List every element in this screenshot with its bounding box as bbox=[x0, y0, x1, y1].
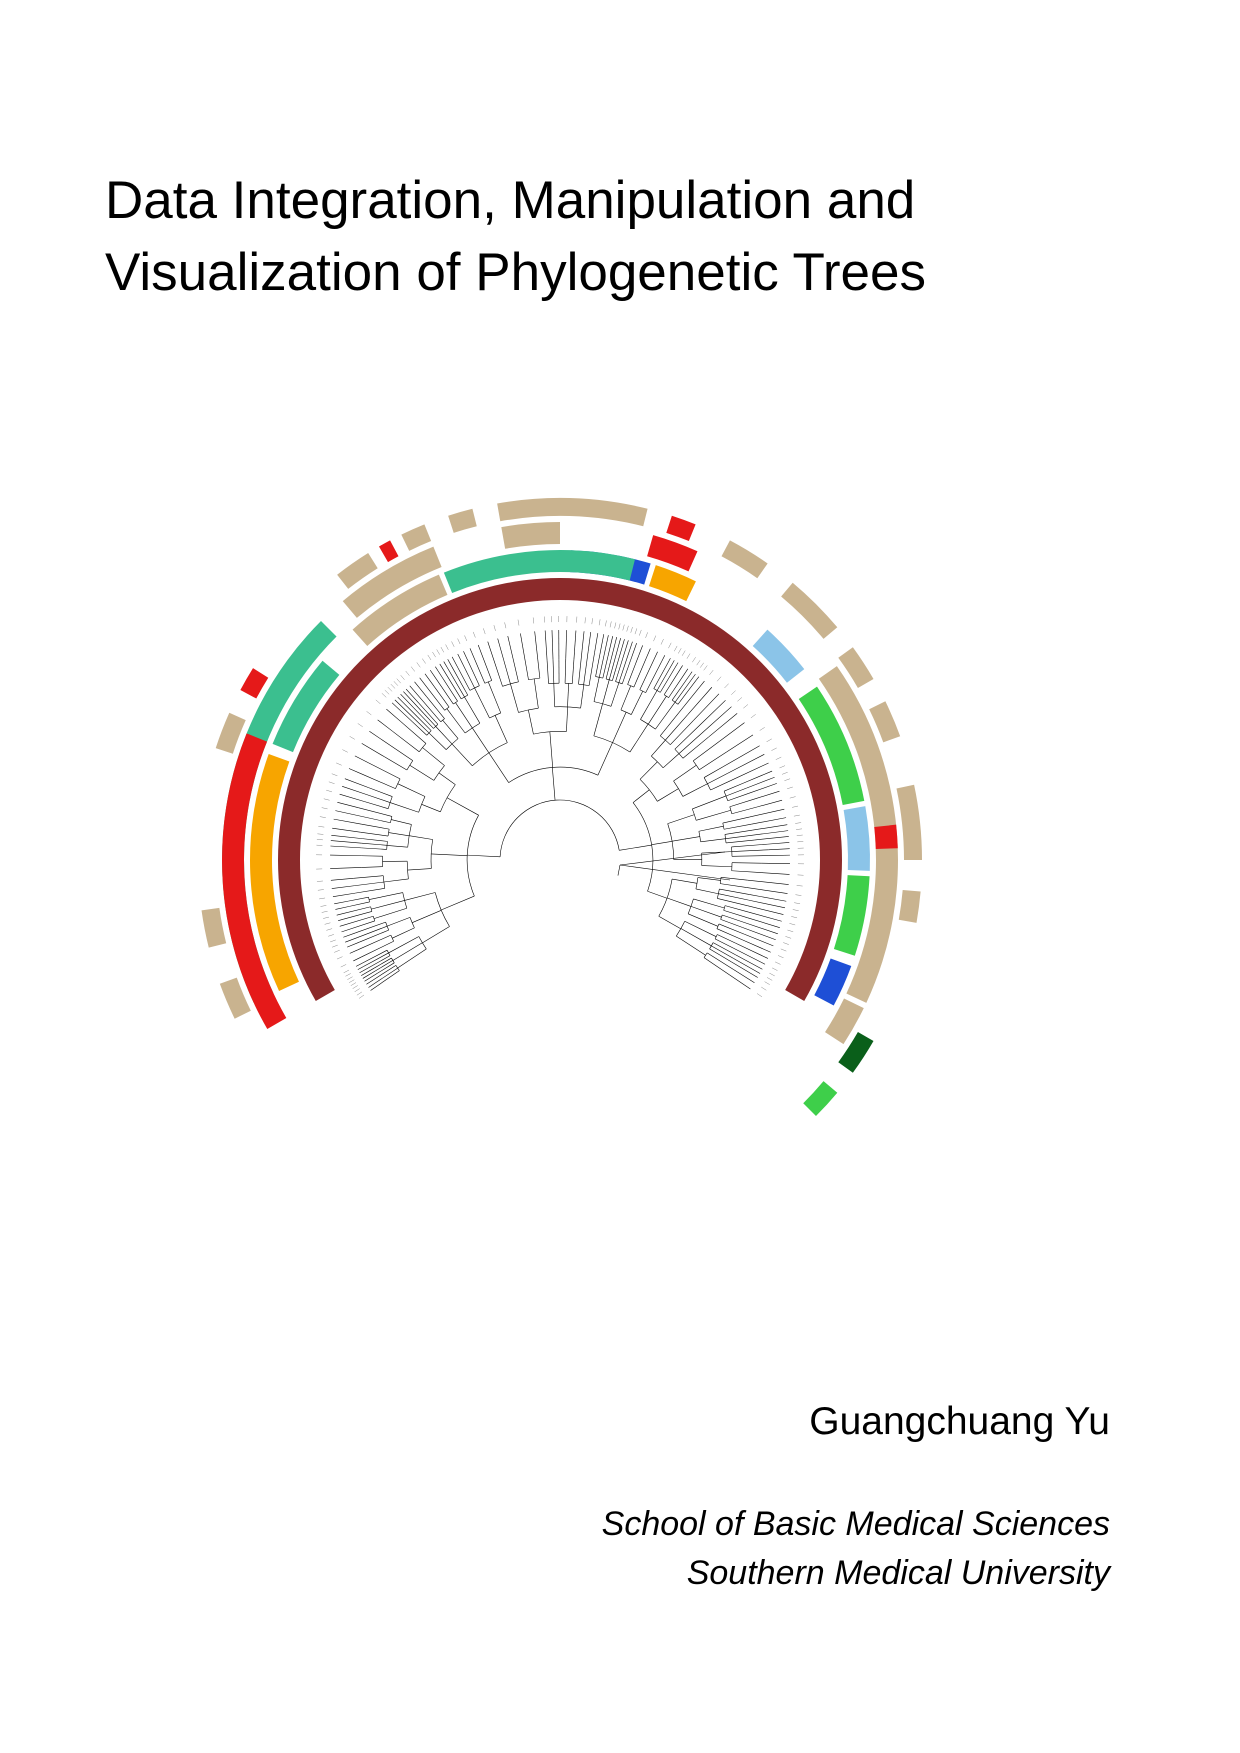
affiliation-line-2: Southern Medical University bbox=[602, 1549, 1110, 1598]
page-title: Data Integration, Manipulation and Visua… bbox=[105, 165, 1150, 308]
author-name: Guangchuang Yu bbox=[809, 1400, 1110, 1444]
phylogenetic-tree-svg bbox=[120, 440, 1000, 1160]
affiliation-line-1: School of Basic Medical Sciences bbox=[602, 1500, 1110, 1549]
phylogenetic-tree-figure bbox=[120, 440, 1000, 1160]
author-affiliation: School of Basic Medical Sciences Souther… bbox=[602, 1500, 1110, 1599]
